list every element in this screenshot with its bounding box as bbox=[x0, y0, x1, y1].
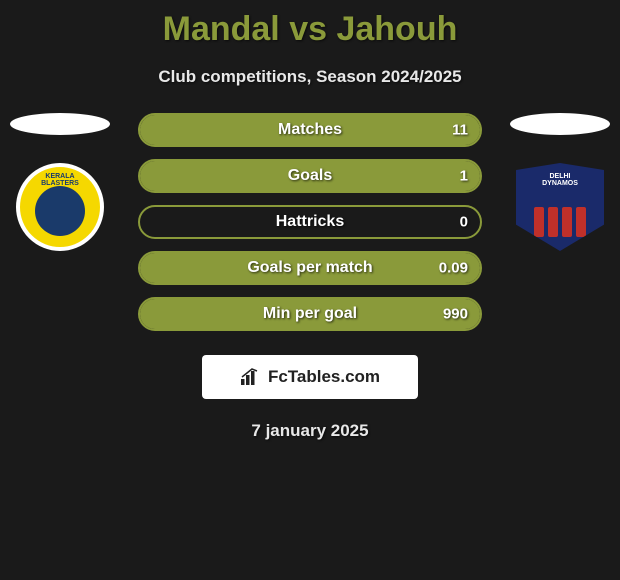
player-left-column: KERALA BLASTERS bbox=[10, 113, 110, 251]
bar-chart-icon bbox=[240, 368, 262, 386]
club-badge-right-label: DELHI DYNAMOS bbox=[516, 173, 604, 187]
stat-row: Goals per match 0.09 bbox=[138, 251, 482, 285]
club-badge-left-label: KERALA BLASTERS bbox=[20, 173, 100, 187]
stat-row: Goals 1 bbox=[138, 159, 482, 193]
club-badge-left: KERALA BLASTERS bbox=[16, 163, 104, 251]
stat-value-right: 0.09 bbox=[439, 260, 468, 277]
stat-rows: Matches 11 Goals 1 Hattricks 0 Goals per match… bbox=[138, 113, 482, 331]
stats-area: KERALA BLASTERS DELHI DYNAMOS bbox=[0, 113, 620, 333]
player-right-column: DELHI DYNAMOS bbox=[510, 113, 610, 251]
stat-value-right: 0 bbox=[460, 214, 468, 231]
shield-stripes-icon bbox=[525, 207, 595, 237]
stat-row: Min per goal 990 bbox=[138, 297, 482, 331]
subtitle: Club competitions, Season 2024/2025 bbox=[0, 67, 620, 87]
brand-text: FcTables.com bbox=[268, 367, 380, 387]
stat-row: Hattricks 0 bbox=[138, 205, 482, 239]
stat-label: Goals bbox=[288, 167, 332, 185]
elephant-icon bbox=[35, 186, 85, 236]
stat-label: Hattricks bbox=[276, 213, 344, 231]
player-right-silhouette bbox=[510, 113, 610, 135]
brand-badge[interactable]: FcTables.com bbox=[202, 355, 418, 399]
stat-value-right: 990 bbox=[443, 306, 468, 323]
date-text: 7 january 2025 bbox=[0, 421, 620, 441]
stat-row: Matches 11 bbox=[138, 113, 482, 147]
stat-label: Min per goal bbox=[263, 305, 357, 323]
stat-value-right: 1 bbox=[460, 168, 468, 185]
stat-value-right: 11 bbox=[452, 122, 468, 139]
stat-label: Matches bbox=[278, 121, 342, 139]
club-badge-right: DELHI DYNAMOS bbox=[516, 163, 604, 251]
comparison-card: Mandal vs Jahouh Club competitions, Seas… bbox=[0, 0, 620, 580]
stat-label: Goals per match bbox=[247, 259, 372, 277]
page-title: Mandal vs Jahouh bbox=[0, 0, 620, 49]
player-left-silhouette bbox=[10, 113, 110, 135]
